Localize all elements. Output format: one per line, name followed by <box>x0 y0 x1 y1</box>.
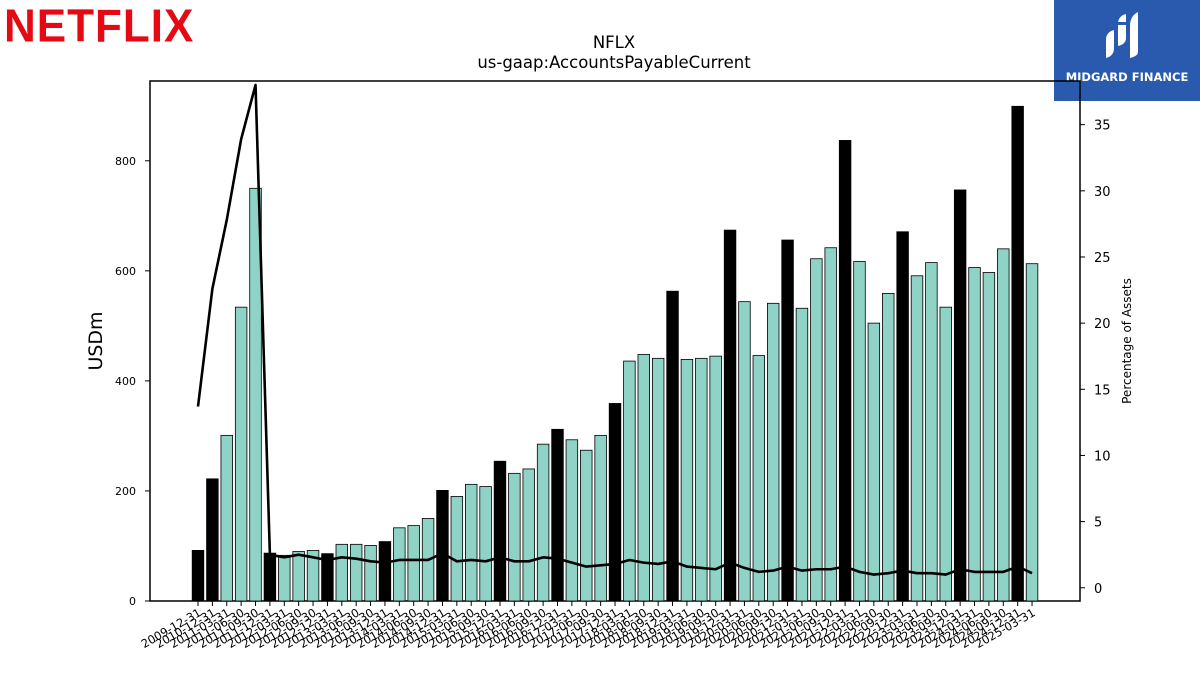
bar-2013-03-31 <box>335 543 349 602</box>
y2-axis-label: Percentage of Assets <box>1120 278 1134 404</box>
midgard-finance-logo: MIDGARD FINANCE <box>1054 0 1200 101</box>
y-tick-label: 600 <box>115 265 136 278</box>
y2-tick-label: 15 <box>1094 383 1111 398</box>
bar-2014-06-30 <box>407 525 420 602</box>
line-series <box>196 83 1033 576</box>
bar-2020-12-31 <box>781 239 794 602</box>
bar-2023-09-30 <box>939 306 952 602</box>
bar-2023-06-30 <box>925 262 938 602</box>
bar-2012-06-30 <box>292 551 305 602</box>
bar-2016-09-30 <box>536 443 550 602</box>
bar-2011-03-31 <box>220 434 233 602</box>
bar-series <box>191 105 1039 602</box>
bar-2022-12-31 <box>896 231 909 602</box>
bar-2015-06-30 <box>465 483 478 602</box>
y-tick-label: 800 <box>115 155 136 168</box>
bar-2022-06-30 <box>867 322 881 602</box>
bar-2013-06-30 <box>349 543 363 602</box>
bar-2019-12-31 <box>723 229 737 602</box>
y-tick-label: 0 <box>129 595 136 608</box>
percentage-line <box>196 83 1033 576</box>
bar-2016-03-31 <box>508 472 521 602</box>
y-axis-left: 0 200 400 600 800 <box>115 155 150 608</box>
bar-2022-09-30 <box>882 292 895 602</box>
y2-tick-label: 10 <box>1094 449 1111 464</box>
y-tick-label: 400 <box>115 375 136 388</box>
bar-2024-03-31 <box>968 267 981 602</box>
bar-2010-12-31 <box>206 478 219 602</box>
bar-2024-06-30 <box>982 272 996 602</box>
bar-2022-03-31 <box>853 261 866 602</box>
bar-2017-06-30 <box>580 449 593 602</box>
netflix-logo: NETFLIX <box>4 0 195 53</box>
bar-2016-12-31 <box>551 428 564 602</box>
bar-2017-03-31 <box>565 439 579 602</box>
chart-title: NFLX <box>592 33 636 52</box>
y2-tick-label: 5 <box>1094 516 1102 531</box>
bar-2014-12-31 <box>436 489 449 602</box>
bar-2024-12-31 <box>1011 105 1024 602</box>
bar-2009-12-31 <box>191 549 205 602</box>
y2-tick-label: 25 <box>1094 251 1111 266</box>
bar-2024-09-30 <box>997 248 1010 602</box>
y-tick-label: 200 <box>115 485 136 498</box>
bar-2025-03-31 <box>1025 263 1039 602</box>
chart-subtitle: us-gaap:AccountsPayableCurrent <box>477 53 751 72</box>
bar-2023-12-31 <box>953 189 967 602</box>
bar-2015-09-30 <box>479 486 492 602</box>
bar-2020-06-30 <box>752 355 766 602</box>
bar-2014-03-31 <box>393 527 406 602</box>
bar-2018-12-31 <box>666 290 679 602</box>
bar-2012-03-31 <box>278 554 291 602</box>
bar-2021-03-31 <box>795 307 809 602</box>
bar-2021-12-31 <box>838 140 852 602</box>
y-axis-right: 0 5 10 15 20 25 30 35 <box>1080 119 1111 597</box>
bar-2021-09-30 <box>824 247 837 602</box>
midgard-logo-icon <box>1106 12 1138 58</box>
bar-2015-03-31 <box>450 496 464 602</box>
bar-2016-06-30 <box>522 468 535 602</box>
bar-2020-09-30 <box>767 302 780 602</box>
bar-2023-03-31 <box>910 275 924 602</box>
bar-2017-09-30 <box>594 434 607 602</box>
y2-tick-label: 35 <box>1094 119 1111 134</box>
bar-2019-09-30 <box>709 355 722 602</box>
bar-2015-12-31 <box>493 460 507 602</box>
bar-2013-09-30 <box>364 545 377 602</box>
bar-2020-03-31 <box>738 301 751 602</box>
bar-2018-03-31 <box>623 360 636 602</box>
x-axis: 2009-12-312010-12-312011-03-312011-06-30… <box>139 601 1038 651</box>
bar-2011-12-31 <box>263 552 277 602</box>
y2-tick-label: 30 <box>1094 185 1111 200</box>
bar-2021-06-30 <box>810 258 823 602</box>
midgard-logo-text: MIDGARD FINANCE <box>1065 70 1189 84</box>
bar-2019-06-30 <box>695 357 708 602</box>
bar-2017-12-31 <box>608 403 622 602</box>
y-axis-label: USDm <box>85 311 107 370</box>
bar-2011-06-30 <box>234 306 248 602</box>
y2-tick-label: 0 <box>1094 582 1102 597</box>
bar-2013-12-31 <box>378 541 392 602</box>
y2-tick-label: 20 <box>1094 317 1111 332</box>
